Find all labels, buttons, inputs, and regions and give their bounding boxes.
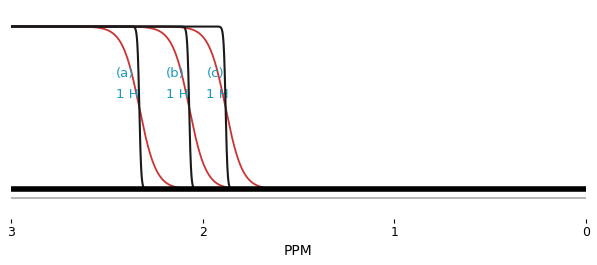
Text: 1 H: 1 H bbox=[116, 88, 139, 101]
Text: 1 H: 1 H bbox=[207, 88, 229, 101]
X-axis label: PPM: PPM bbox=[284, 244, 313, 258]
Text: (c): (c) bbox=[207, 67, 224, 80]
Text: 1 H: 1 H bbox=[166, 88, 189, 101]
Text: (a): (a) bbox=[116, 67, 135, 80]
Text: (b): (b) bbox=[166, 67, 185, 80]
